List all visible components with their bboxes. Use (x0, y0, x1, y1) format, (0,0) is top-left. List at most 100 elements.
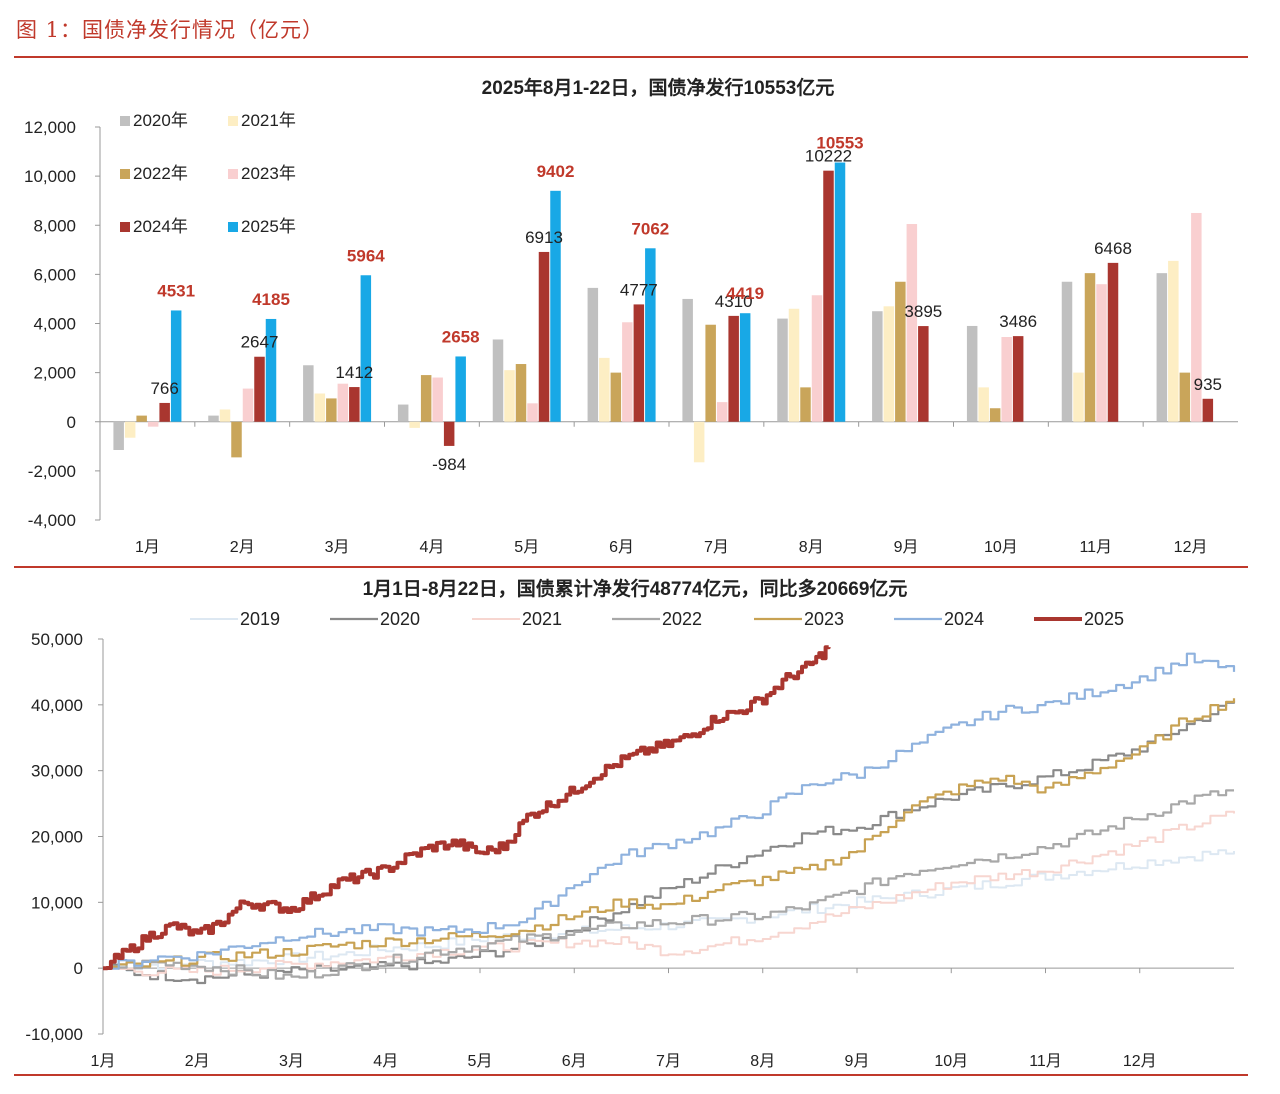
bar (527, 403, 538, 422)
bar (124, 421, 136, 438)
bar (420, 375, 432, 422)
y-tick-label: 2,000 (33, 364, 76, 383)
legend-label: 2021年 (241, 111, 296, 130)
series-line-2024 (103, 652, 1236, 970)
bar (360, 275, 372, 422)
data-label-2024: 3895 (904, 302, 942, 321)
data-label-2025: 4419 (726, 284, 764, 303)
middle-rule (14, 566, 1248, 568)
bar (906, 224, 918, 422)
line-chart-title: 1月1日-8月22日，国债累计净发行48774亿元，同比多20669亿元 (363, 577, 908, 600)
legend-label: 2022年 (133, 164, 188, 183)
bar (492, 339, 504, 422)
x-tick-label: 1月 (91, 1053, 116, 1070)
bar-chart-data-labels: 766 2647 1412 -984 6913 4777 4310 10222 3895 3486… (150, 134, 1222, 474)
bar-chart-bars (113, 162, 1214, 463)
legend-label: 2025年 (241, 217, 296, 236)
bar (978, 387, 989, 422)
legend-label: 2019 (240, 609, 280, 629)
data-label-2024: 2647 (241, 333, 279, 352)
bar (1179, 372, 1191, 422)
y-tick-label: 10,000 (24, 167, 76, 186)
bar (219, 409, 231, 422)
data-label-2025: 7062 (631, 219, 669, 238)
x-tick-label: 3月 (325, 539, 350, 556)
bar (739, 313, 751, 422)
series-line-2023 (103, 698, 1236, 970)
x-tick-label: 3月 (279, 1053, 304, 1070)
bar (538, 251, 550, 422)
legend-swatch (120, 116, 130, 126)
bar (599, 357, 610, 422)
bar (242, 388, 254, 422)
series-line-2019 (103, 849, 1235, 972)
x-tick-label: 6月 (609, 539, 634, 556)
bar (349, 387, 360, 422)
bar-chart-title: 2025年8月1-22日，国债净发行10553亿元 (482, 76, 835, 99)
bar (443, 421, 455, 446)
x-tick-label: 8月 (799, 539, 824, 556)
bar (1061, 281, 1073, 422)
y-tick-label: 8,000 (33, 216, 76, 235)
legend-label: 2020年 (133, 111, 188, 130)
legend-swatch (120, 169, 130, 179)
y-tick-label: 40,000 (31, 696, 83, 715)
bar (811, 295, 823, 422)
y-tick-label: -10,000 (25, 1025, 83, 1044)
x-tick-label: 5月 (468, 1053, 493, 1070)
bar (777, 318, 788, 422)
data-label-2024: 4310 (715, 292, 753, 311)
legend-label: 2024年 (133, 217, 188, 236)
x-tick-label: 8月 (750, 1053, 775, 1070)
bar (883, 306, 895, 422)
data-label-2025: 4531 (157, 281, 195, 300)
bar (303, 365, 314, 422)
bar (265, 318, 277, 422)
bar (989, 408, 1001, 422)
data-label-2025: 10553 (816, 134, 863, 153)
bar (1191, 212, 1202, 422)
bar (682, 298, 693, 422)
data-label-2024: 4777 (620, 280, 658, 299)
x-tick-label: 10月 (934, 1053, 968, 1070)
y-tick-label: 10,000 (31, 893, 83, 912)
x-tick-label: 2月 (230, 539, 255, 556)
legend-label: 2024 (944, 609, 984, 629)
x-tick-label: 12月 (1174, 539, 1208, 556)
legend-label: 2023年 (241, 164, 296, 183)
data-label-2024: 935 (1194, 375, 1222, 394)
y-tick-label: 20,000 (31, 828, 83, 847)
bar (622, 322, 633, 422)
data-label-2024: 3486 (999, 312, 1037, 331)
bar (550, 190, 561, 422)
series-line-2020 (103, 701, 1236, 985)
legend-label: 2023 (804, 609, 844, 629)
legend-label: 2020 (380, 609, 420, 629)
y-tick-label: 0 (67, 413, 76, 432)
bar (1168, 260, 1179, 422)
line-chart: 1月1日-8月22日，国债累计净发行48774亿元，同比多20669亿元 -10… (25, 577, 1236, 1070)
legend-swatch (228, 116, 238, 126)
legend-label: 2022 (662, 609, 702, 629)
series-line-2022 (103, 789, 1234, 980)
data-label-2025: 4185 (252, 290, 290, 309)
bar (1001, 337, 1012, 422)
x-tick-label: 9月 (845, 1053, 870, 1070)
bar (136, 415, 147, 422)
y-tick-label: -2,000 (28, 462, 76, 481)
bar (208, 415, 219, 422)
top-rule (14, 56, 1248, 58)
data-label-2024: 1412 (335, 363, 373, 382)
figure-title: 图 1：国债净发行情况（亿元） (16, 18, 325, 42)
data-label-2025: 2658 (442, 327, 480, 346)
bar (728, 315, 739, 422)
y-tick-label: -4,000 (28, 511, 76, 530)
x-tick-label: 11月 (1079, 539, 1112, 556)
x-tick-label: 4月 (419, 539, 444, 556)
data-label-2024: 766 (150, 379, 178, 398)
bar (1202, 398, 1214, 422)
bottom-rule (14, 1074, 1248, 1076)
x-tick-label: 7月 (656, 1053, 681, 1070)
data-label-2024: 6468 (1094, 239, 1132, 258)
y-tick-label: 6,000 (33, 265, 76, 284)
